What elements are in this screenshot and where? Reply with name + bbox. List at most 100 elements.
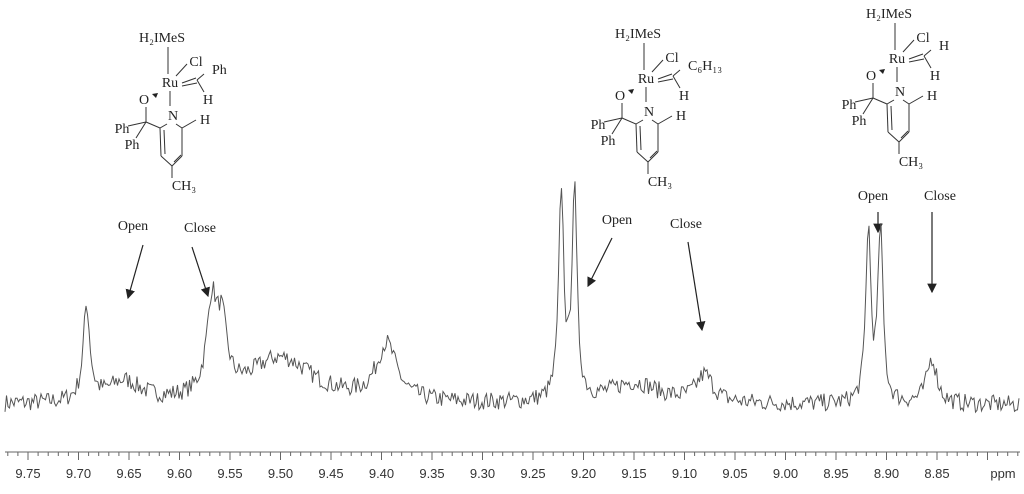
bond <box>647 151 659 163</box>
bond <box>635 119 644 125</box>
bond <box>886 99 895 105</box>
annotation-label-open: Open <box>118 219 148 234</box>
x-tick-label: 9.55 <box>217 466 242 481</box>
annotation-arrow <box>191 246 210 298</box>
bond <box>181 119 197 129</box>
wedge-bond <box>879 69 885 74</box>
atom-label-methyl: CH₃ <box>648 175 672 190</box>
x-tick-label: 9.60 <box>167 466 192 481</box>
bond <box>902 99 910 105</box>
bond <box>621 117 637 125</box>
atom-label-ph1: Ph <box>842 98 857 113</box>
annotation-label-open: Open <box>858 189 888 204</box>
atom-label-pyridine-h: H <box>927 89 937 104</box>
bond <box>657 73 673 80</box>
x-tick-label: 9.70 <box>66 466 91 481</box>
atom-label-ligand: H₂IMeS <box>615 27 661 42</box>
bond <box>887 131 900 143</box>
x-tick-label: 8.90 <box>874 466 899 481</box>
atom-label-metal: Ru <box>889 52 905 67</box>
x-axis-label: ppm <box>990 466 1015 481</box>
x-tick-label: 9.65 <box>116 466 141 481</box>
atom-label-carbene-substituent: Ph <box>212 63 227 78</box>
atom-label-ph1: Ph <box>115 122 130 137</box>
atom-label-carbene-h: H <box>679 89 689 104</box>
x-tick-label: 9.50 <box>268 466 293 481</box>
bond <box>908 53 924 60</box>
atom-label-ligand: H₂IMeS <box>866 7 912 22</box>
atom-label-oxygen: O <box>139 93 149 108</box>
bond <box>171 155 183 167</box>
bond <box>898 131 910 143</box>
atom-label-pyridine-h: H <box>200 113 210 128</box>
atom-label-carbene-h: H <box>203 93 213 108</box>
bond <box>159 123 168 129</box>
bond <box>635 123 638 153</box>
atom-label-ph2: Ph <box>601 134 616 149</box>
bond <box>127 121 147 127</box>
annotation-arrow <box>587 237 613 288</box>
annotation-label-close: Close <box>670 217 702 232</box>
bond <box>923 55 932 69</box>
bond <box>908 95 924 105</box>
x-tick-label: 9.10 <box>672 466 697 481</box>
bond <box>173 154 182 163</box>
bond <box>135 121 147 139</box>
annotations: Open Close Open Close Open Close <box>118 189 956 332</box>
wedge-bond <box>152 93 158 98</box>
bond <box>159 127 162 157</box>
x-tick-label: 9.75 <box>15 466 40 481</box>
x-tick-label: 9.35 <box>419 466 444 481</box>
bond <box>862 97 874 115</box>
bond <box>854 97 874 103</box>
atom-label-ph2: Ph <box>125 138 140 153</box>
bond <box>181 82 198 87</box>
atom-label-ph2: Ph <box>852 114 867 129</box>
x-tick-label: 9.25 <box>520 466 545 481</box>
bond <box>175 63 188 77</box>
annotation-label-close: Close <box>184 221 216 236</box>
atom-label-carbene-substituent: C₆H₁₃ <box>688 59 722 74</box>
structures: H₂IMeSRuClONPhPhHCH₃HPhH₂IMeSRuClONPhPhH… <box>115 7 950 194</box>
bond <box>651 119 659 125</box>
bond <box>657 78 674 83</box>
bond <box>908 58 925 63</box>
atom-label-methyl: CH₃ <box>172 179 196 194</box>
atom-label-carbene-substituent: H <box>939 39 949 54</box>
spectrum-line <box>4 181 1020 414</box>
annotation-arrow <box>687 241 706 332</box>
atom-label-methyl: CH₃ <box>899 155 923 170</box>
atom-label-cl: Cl <box>665 51 678 66</box>
bond <box>890 105 893 131</box>
bond <box>886 103 889 133</box>
bond <box>672 75 681 89</box>
atom-label-metal: Ru <box>162 76 178 91</box>
bond <box>196 79 205 93</box>
bond <box>196 73 205 81</box>
x-tick-label: 9.45 <box>318 466 343 481</box>
annotation-label-close: Close <box>924 189 956 204</box>
x-axis: 9.75 9.70 9.65 9.60 9.55 9.50 9.45 9.40 9.35 9.30… <box>5 451 1020 481</box>
bond <box>603 117 623 123</box>
bond <box>145 121 161 129</box>
atom-label-nitrogen: N <box>644 105 654 120</box>
bond <box>639 125 642 151</box>
x-tick-label: 8.95 <box>823 466 848 481</box>
bond <box>181 77 197 84</box>
bond <box>923 49 932 57</box>
bond <box>649 150 658 159</box>
bond <box>175 123 183 129</box>
bond <box>163 129 166 155</box>
bond <box>872 97 888 105</box>
atom-label-pyridine-h: H <box>676 109 686 124</box>
atom-label-ph1: Ph <box>591 118 606 133</box>
bond <box>651 59 664 73</box>
x-tick-label: 9.30 <box>470 466 495 481</box>
x-tick-label: 9.20 <box>571 466 596 481</box>
x-tick-label: 9.15 <box>621 466 646 481</box>
x-tick-label: 8.85 <box>924 466 949 481</box>
x-tick-label: 9.00 <box>773 466 798 481</box>
wedge-bond <box>628 89 634 94</box>
